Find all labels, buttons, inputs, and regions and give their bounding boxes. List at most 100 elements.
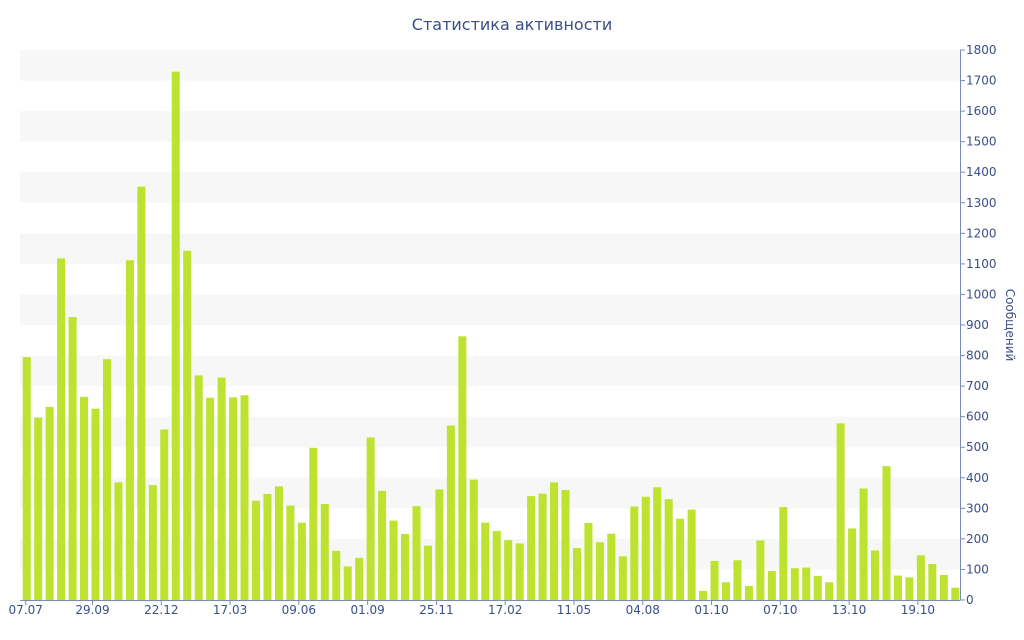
- bar: [699, 590, 708, 600]
- bar: [550, 482, 559, 600]
- bar: [34, 417, 43, 600]
- chart-title: Статистика активности: [411, 15, 613, 34]
- bar: [183, 250, 192, 600]
- x-tick-label: 09.06: [282, 603, 316, 617]
- bar: [733, 560, 742, 600]
- bar: [171, 71, 180, 600]
- bar: [527, 496, 536, 600]
- x-tick-label: 22.12: [144, 603, 178, 617]
- bar: [412, 506, 421, 600]
- bar: [848, 528, 857, 600]
- bar: [446, 425, 455, 600]
- x-tick-label: 17.02: [488, 603, 522, 617]
- bar: [664, 499, 673, 600]
- bar: [309, 447, 318, 600]
- bar: [469, 479, 478, 600]
- bar: [378, 490, 387, 600]
- bar: [584, 523, 593, 600]
- bar: [102, 359, 111, 600]
- bar: [825, 582, 834, 600]
- bar: [721, 582, 731, 600]
- bar: [114, 482, 123, 600]
- bar: [355, 557, 364, 600]
- y-tick-labels: 0 100 200 300 400 500 600 700 800 900 1000 1100 1200…: [960, 43, 997, 607]
- y-tick-label: 1500: [966, 135, 997, 149]
- bar: [893, 575, 902, 600]
- bar: [137, 186, 146, 600]
- y-tick-label: 1600: [966, 104, 997, 118]
- bar: [423, 545, 432, 600]
- bar: [458, 336, 467, 600]
- bar: [286, 505, 295, 600]
- x-tick-label: 25.11: [419, 603, 453, 617]
- grid-band: [20, 50, 960, 81]
- bar: [68, 317, 77, 600]
- bar: [790, 568, 799, 600]
- bar: [251, 500, 261, 600]
- bar: [297, 522, 306, 600]
- bar-series: [22, 71, 960, 600]
- bar: [744, 585, 753, 600]
- bar: [859, 488, 868, 600]
- grid-band: [20, 172, 960, 203]
- bar: [229, 397, 238, 600]
- x-tick-labels: 07.07 29.09 22.12 17.03 09.06 01.09 25.11 17.02…: [9, 600, 935, 617]
- grid-band: [20, 111, 960, 142]
- y-tick-label: 400: [966, 471, 989, 485]
- bar: [57, 258, 66, 600]
- y-tick-label: 500: [966, 440, 989, 454]
- y-tick-label: 700: [966, 379, 989, 393]
- bar: [756, 540, 765, 600]
- bar: [492, 530, 501, 600]
- y-tick-label: 1400: [966, 165, 997, 179]
- bar: [45, 406, 54, 600]
- bar: [320, 504, 329, 600]
- x-tick-label: 01.09: [350, 603, 384, 617]
- bar: [206, 397, 215, 600]
- bar: [240, 395, 249, 600]
- bar: [160, 429, 169, 600]
- x-tick-label: 07.10: [763, 603, 797, 617]
- bar: [481, 522, 490, 600]
- bar: [882, 466, 891, 600]
- bar: [813, 575, 822, 600]
- bar: [263, 493, 272, 600]
- y-axis-label: Сообщений: [1003, 289, 1017, 362]
- bar: [22, 357, 31, 600]
- bar: [125, 260, 134, 600]
- bar: [148, 485, 157, 600]
- y-tick-label: 1800: [966, 43, 997, 57]
- bar: [274, 486, 283, 600]
- bar: [630, 506, 639, 600]
- bar: [515, 543, 524, 600]
- x-tick-label: 19.10: [901, 603, 935, 617]
- x-tick-label: 29.09: [75, 603, 109, 617]
- bar: [836, 423, 845, 600]
- bar: [595, 542, 604, 600]
- bar: [366, 437, 375, 600]
- bar: [538, 493, 547, 600]
- bar: [389, 520, 398, 600]
- bar: [343, 566, 352, 600]
- bar: [91, 408, 100, 600]
- bar: [653, 487, 662, 600]
- y-tick-label: 1000: [966, 287, 997, 301]
- bar: [676, 518, 685, 600]
- x-tick-label: 07.07: [9, 603, 43, 617]
- bar: [504, 540, 513, 600]
- y-tick-label: 100: [966, 562, 989, 576]
- bar: [905, 577, 914, 600]
- bar: [641, 496, 650, 600]
- y-tick-label: 1100: [966, 257, 997, 271]
- bar: [572, 548, 581, 600]
- y-tick-label: 600: [966, 410, 989, 424]
- bar: [80, 396, 89, 600]
- bar: [217, 377, 226, 600]
- bar: [332, 550, 341, 600]
- bar: [710, 560, 719, 600]
- bar: [767, 570, 776, 600]
- bar: [871, 550, 880, 600]
- y-tick-label: 1300: [966, 196, 997, 210]
- bar: [928, 563, 937, 600]
- bar: [401, 534, 410, 600]
